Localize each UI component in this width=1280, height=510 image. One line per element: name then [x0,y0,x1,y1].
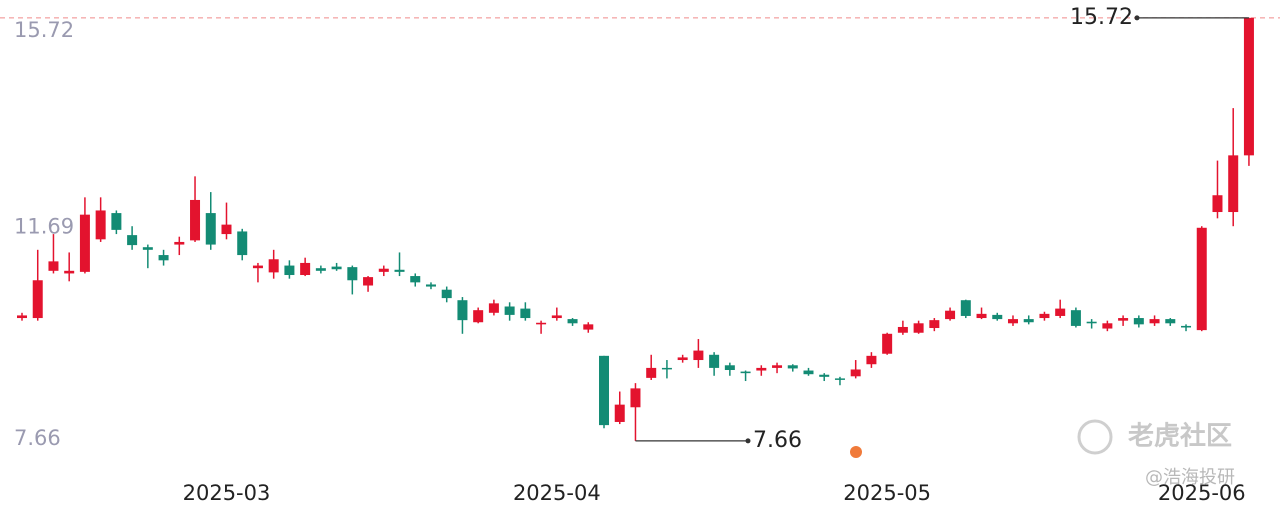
candle-body [48,261,59,271]
candle-body [834,378,845,380]
candle-body [756,367,767,371]
candle-body [929,320,940,329]
candle-body [488,303,499,313]
candle-body [536,322,547,325]
candle-body [64,270,75,274]
candle-body [897,326,908,333]
candle-body [1149,319,1160,324]
candle-body [441,289,452,299]
watermark: 老虎社区 [1128,421,1232,452]
x-tick-label: 2025-04 [513,481,601,505]
candle-body [614,404,625,422]
candle-body [394,269,405,272]
candle-body [237,231,248,256]
candle-body [17,315,27,319]
min-dot [745,438,751,444]
x-tick-label: 2025-05 [843,481,931,505]
candle-body [913,323,924,333]
candle-body [1070,310,1081,326]
candle-body [79,214,90,272]
candle-body [205,213,216,245]
y-tick-label: 11.69 [14,214,74,238]
candle-body [142,247,153,250]
candle-body [221,224,232,235]
candle-body [1165,319,1176,324]
candle-body [960,300,971,316]
candle-body [1196,227,1207,331]
candle-body [882,333,893,354]
marker-dot [850,446,862,458]
min-label: 7.66 [753,428,802,453]
candle-body [1102,323,1113,329]
candle-body [1181,325,1192,328]
candle-body [473,310,484,323]
candle-body [709,354,720,368]
candle-body [724,365,735,371]
candle-body [284,265,295,276]
y-tick-label: 15.72 [14,18,74,42]
candle-body [866,355,877,365]
max-dot [1134,15,1140,21]
candle-body [520,308,531,319]
x-tick-label: 2025-06 [1158,481,1246,505]
candle-body [661,367,672,370]
candle-body [504,306,515,315]
candle-body [111,213,122,230]
candle-body [174,241,185,245]
candle-body [1228,155,1239,213]
y-tick-label: 7.66 [14,426,61,450]
candle-body [1086,321,1097,324]
watermark: @浩海投研 [1145,467,1235,488]
candle-body [850,369,861,377]
candle-body [583,324,594,330]
candle-body [646,367,657,378]
candle-body [677,357,688,361]
candle-body [1023,319,1034,323]
candle-body [551,315,562,319]
candle-body [1118,318,1129,321]
candle-body [630,388,641,408]
candle-body [127,235,138,246]
candle-body [95,210,106,240]
candle-body [410,276,421,283]
candle-body [347,267,358,281]
candle-body [315,268,326,271]
candle-body [1212,195,1223,213]
candle-body [1133,318,1144,325]
candle-body [567,319,578,324]
candle-body [378,268,389,272]
candle-body [32,280,43,319]
watermark-logo [1077,419,1113,455]
candle-body [599,355,610,426]
candle-body [1055,308,1066,316]
candle-body [803,370,814,375]
candle-body [819,374,830,377]
max-label: 15.72 [1070,5,1133,30]
candle-body [945,310,956,320]
candle-body [457,300,468,321]
candle-body [992,314,1003,320]
candle-body [268,259,279,273]
candle-body [787,365,798,369]
candle-body [331,266,342,270]
candle-body [1039,313,1050,319]
candle-body [158,255,169,261]
candle-body [190,199,201,241]
candle-body [1243,17,1254,156]
candle-body [772,365,783,368]
candle-body [693,350,704,361]
candle-body [300,262,311,276]
candle-body [425,284,436,287]
candle-body [363,277,374,286]
candle-body [740,371,751,374]
x-tick-label: 2025-03 [183,481,271,505]
candle-body [976,313,987,319]
candle-body [252,265,263,269]
candle-body [1007,319,1018,324]
